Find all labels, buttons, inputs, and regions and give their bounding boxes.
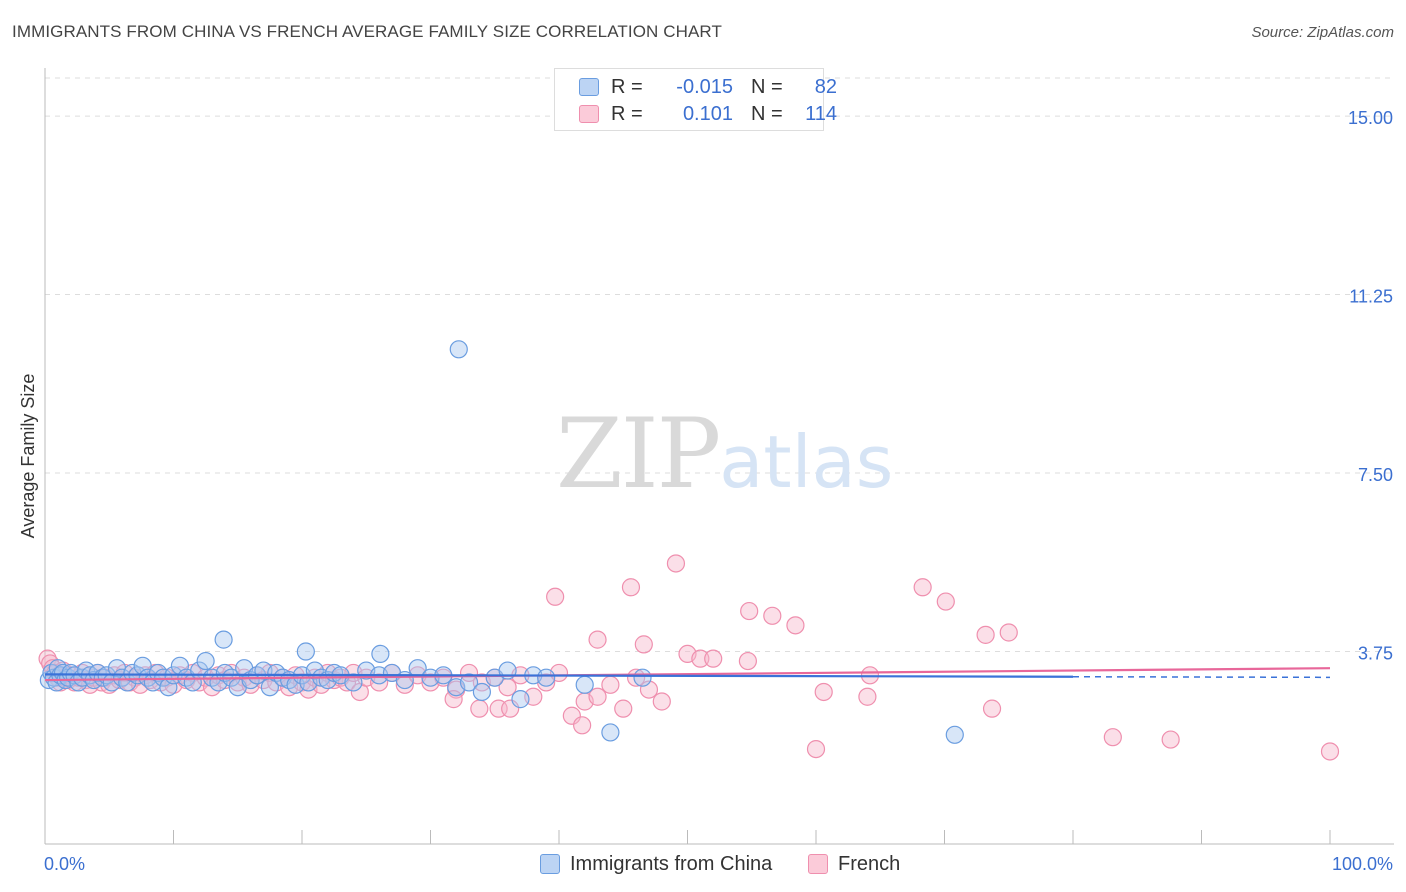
french-point: [1103, 728, 1122, 747]
china-point: [633, 668, 652, 687]
french-point: [1161, 730, 1180, 749]
french-point: [470, 699, 489, 718]
french-point: [738, 651, 757, 671]
chart-title: IMMIGRANTS FROM CHINA VS FRENCH AVERAGE …: [12, 22, 722, 41]
french-point: [913, 578, 932, 597]
french-point: [626, 668, 646, 687]
china-trendline: [44, 673, 1074, 678]
china-point: [196, 651, 215, 671]
bottom-legend-french: French: [808, 850, 900, 878]
legend-row-french: R = 0.101 N = 114: [579, 102, 837, 126]
french-point: [1320, 742, 1340, 761]
french-point: [858, 687, 877, 706]
correlation-legend: R = -0.015 N = 82 R = 0.101 N = 114: [554, 68, 837, 131]
french-point: [763, 606, 782, 625]
french-point: [546, 587, 565, 606]
french-point: [444, 690, 463, 709]
axis-layer: [44, 68, 1394, 845]
french-point: [691, 649, 710, 668]
french-point: [621, 578, 641, 597]
china-n-label: N =: [751, 75, 783, 98]
china-n-value: 82: [814, 75, 837, 98]
china-r-label: R =: [611, 75, 643, 98]
french-point: [806, 739, 826, 759]
china-swatch: [579, 78, 599, 96]
french-point: [370, 673, 389, 692]
china-point: [371, 644, 390, 663]
french-point: [786, 616, 805, 635]
china-point: [214, 630, 233, 649]
french-point: [588, 630, 607, 649]
china-point: [296, 642, 315, 661]
china-legend-swatch: [540, 854, 560, 874]
china-point: [449, 340, 468, 359]
french-n-value: 114: [805, 102, 837, 125]
china-point: [575, 675, 594, 694]
french-point: [814, 682, 833, 702]
french-legend-label: French: [838, 852, 901, 875]
y-axis-label: Average Family Size: [18, 374, 38, 539]
french-swatch: [579, 105, 599, 123]
french-point: [982, 699, 1002, 718]
y-tick-label: 11.25: [1349, 287, 1393, 307]
y-tick-label: 3.75: [1358, 644, 1393, 664]
china-point: [945, 725, 964, 744]
french-r-label: R =: [611, 102, 643, 125]
bottom-legend-china: Immigrants from China: [540, 850, 772, 878]
french-point: [652, 692, 671, 711]
french-point: [588, 687, 607, 706]
french-point: [666, 554, 686, 573]
trend-layer: [44, 667, 1331, 682]
china-point: [511, 690, 530, 709]
x-tick-label: 0.0%: [44, 854, 85, 874]
y-tick-label: 15.00: [1348, 108, 1393, 128]
x-tick-label: 100.0%: [1332, 854, 1393, 874]
french-trendline: [44, 667, 1331, 682]
french-point: [573, 716, 592, 735]
china-point: [601, 723, 620, 742]
china-r-value: -0.015: [676, 75, 733, 98]
french-point: [634, 635, 653, 654]
label-layer: 3.75 7.50 11.25 15.00 0.0% 100.0% Average Fami…: [18, 108, 1393, 874]
china-point: [537, 668, 556, 687]
china-point: [472, 682, 491, 702]
china-point: [459, 673, 479, 692]
french-n-label: N =: [751, 102, 783, 125]
chart-source: Source: ZipAtlas.com: [1251, 24, 1394, 41]
french-point: [936, 592, 955, 611]
french-point: [614, 699, 633, 718]
french-r-value: 0.101: [682, 102, 733, 125]
china-legend-label: Immigrants from China: [570, 852, 773, 875]
legend-row-china: R = -0.015 N = 82: [579, 75, 837, 99]
french-point: [704, 649, 723, 668]
french-point: [999, 623, 1018, 642]
china-trendline-extension: [1072, 675, 1331, 679]
french-point: [740, 601, 759, 621]
french-point: [976, 625, 995, 644]
french-point: [601, 675, 620, 694]
french-legend-swatch: [808, 854, 828, 874]
grid-layer: [45, 77, 1394, 653]
points-layer: [38, 340, 1340, 761]
y-tick-label: 7.50: [1358, 465, 1393, 485]
